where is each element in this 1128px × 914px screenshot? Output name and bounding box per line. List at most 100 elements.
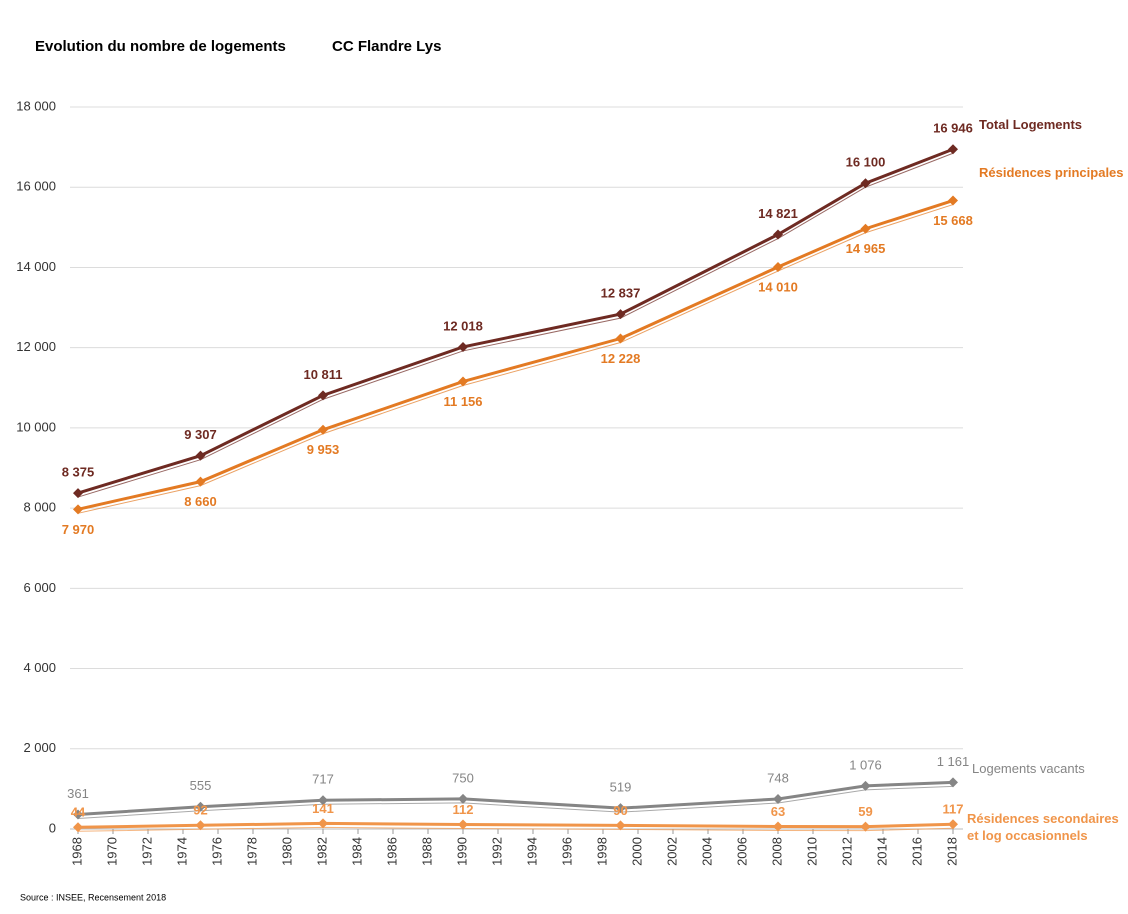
data-label: 8 660	[184, 494, 217, 509]
x-tick-label: 1980	[279, 837, 294, 866]
data-label: 92	[193, 803, 207, 818]
legend-label: Résidences principales	[979, 164, 1124, 180]
series-line-shadow	[77, 204, 954, 514]
marker	[458, 341, 468, 352]
y-tick-label: 12 000	[16, 339, 56, 354]
data-label: 10 811	[303, 367, 342, 382]
data-label: 15 668	[933, 213, 973, 228]
data-label: 8 375	[62, 465, 95, 480]
marker	[195, 476, 206, 487]
x-tick-label: 2004	[699, 837, 714, 866]
data-label: 12 837	[601, 286, 641, 301]
data-label: 361	[67, 786, 89, 801]
data-label: 1 076	[849, 757, 882, 772]
y-tick-label: 0	[49, 820, 56, 835]
data-label: 12 018	[443, 318, 483, 333]
marker	[773, 229, 783, 240]
marker	[318, 795, 328, 806]
x-tick-label: 1978	[244, 837, 259, 866]
marker	[73, 488, 83, 499]
data-label: 112	[453, 802, 474, 817]
y-tick-label: 4 000	[23, 660, 56, 675]
series-line-shadow	[77, 826, 954, 832]
marker	[195, 450, 206, 461]
data-label: 16 100	[846, 155, 886, 170]
marker	[948, 144, 958, 155]
x-tick-label: 2018	[944, 837, 959, 866]
x-tick-label: 1972	[139, 837, 154, 866]
y-tick-label: 14 000	[16, 259, 56, 274]
x-tick-label: 1990	[454, 837, 469, 866]
x-tick-label: 2010	[804, 837, 819, 866]
marker	[615, 803, 626, 814]
data-label: 9 953	[307, 442, 340, 457]
data-label: 14 821	[758, 206, 798, 221]
x-tick-label: 1992	[489, 837, 504, 866]
marker	[860, 223, 871, 234]
data-label: 16 946	[933, 121, 973, 136]
y-tick-label: 8 000	[23, 500, 56, 515]
y-tick-label: 18 000	[16, 98, 56, 113]
source: Source : INSEE, Recensement 2018	[20, 892, 166, 902]
marker	[773, 821, 783, 832]
marker	[195, 801, 206, 812]
data-label: 14 965	[846, 241, 886, 256]
marker	[615, 820, 626, 831]
x-tick-label: 1968	[69, 837, 84, 866]
data-label: 117	[943, 802, 964, 817]
marker	[860, 178, 871, 189]
data-label: 90	[613, 803, 627, 818]
marker	[773, 793, 783, 804]
series-line	[77, 199, 954, 511]
x-tick-label: 1970	[104, 837, 119, 866]
x-tick-label: 1986	[384, 837, 399, 866]
series-line	[77, 821, 954, 829]
marker	[948, 195, 958, 206]
data-label: 750	[452, 770, 474, 785]
x-tick-label: 1976	[209, 837, 224, 866]
x-tick-label: 2012	[839, 837, 854, 866]
data-label: 7 970	[62, 522, 95, 537]
data-label: 44	[71, 805, 86, 820]
marker	[615, 333, 626, 344]
x-tick-label: 2006	[734, 837, 749, 866]
marker	[73, 504, 83, 515]
data-label: 11 156	[443, 394, 482, 409]
marker	[318, 818, 328, 829]
marker	[458, 819, 468, 830]
x-tick-label: 1974	[174, 837, 189, 866]
chart-subtitle: CC Flandre Lys	[332, 38, 441, 55]
x-tick-label: 1994	[524, 837, 539, 866]
data-label: 12 228	[601, 351, 641, 366]
data-label: 748	[767, 770, 789, 785]
series-line-shadow	[77, 152, 954, 498]
y-tick-label: 10 000	[16, 419, 56, 434]
series-line	[77, 780, 954, 817]
x-tick-label: 1984	[349, 837, 364, 866]
data-label: 141	[312, 801, 334, 816]
data-label: 717	[312, 772, 334, 787]
legend-label: Logements vacants	[972, 761, 1085, 777]
series-line-shadow	[77, 785, 954, 820]
x-tick-label: 1988	[419, 837, 434, 866]
y-tick-label: 2 000	[23, 740, 56, 755]
marker	[860, 821, 871, 832]
marker	[318, 424, 328, 435]
x-tick-label: 2016	[909, 837, 924, 866]
data-label: 555	[190, 778, 212, 793]
marker	[458, 793, 468, 804]
x-tick-label: 2000	[629, 837, 644, 866]
marker	[860, 780, 871, 791]
marker	[615, 309, 626, 320]
marker	[195, 820, 206, 831]
legend-label: Total Logements	[979, 117, 1083, 133]
y-tick-label: 16 000	[16, 179, 56, 194]
data-label: 9 307	[184, 427, 217, 442]
marker	[948, 819, 958, 830]
y-tick-label: 6 000	[23, 580, 56, 595]
x-tick-label: 1982	[314, 837, 329, 866]
legend-label: Résidences secondaires et log occasionne…	[967, 811, 1119, 844]
chart-title: Evolution du nombre de logements	[35, 38, 286, 55]
